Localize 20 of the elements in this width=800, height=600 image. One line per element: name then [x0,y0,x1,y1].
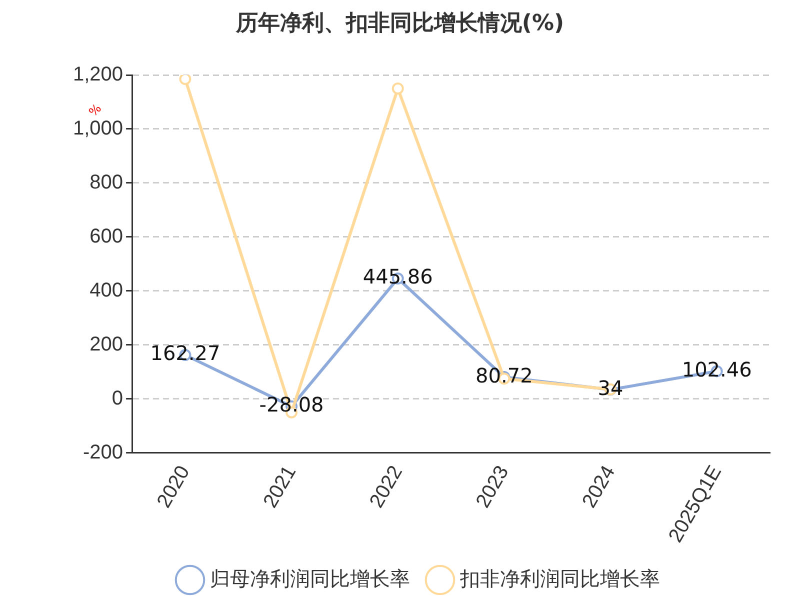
point [392,82,404,94]
legend-label: 扣非净利润同比增长率 [459,568,660,591]
y-tick-label: -200 [83,441,124,464]
data-label: 102.46 [682,357,752,382]
data-label: 80.72 [476,363,533,388]
data-label: 34 [598,376,624,400]
y-tick-label: 200 [90,333,124,356]
y-tick-label: 400 [90,279,124,302]
y-tick-label: 600 [90,225,124,248]
y-tick-label: 800 [90,171,124,194]
y-axis-title: % [86,101,104,120]
data-label: 162.27 [150,341,220,366]
data-label: -28.08 [259,392,324,417]
y-tick-label: 1,200 [72,64,124,86]
y-tick-label: 0 [112,387,124,410]
point [179,75,192,86]
data-label: 445.86 [362,264,433,289]
chart-title: 历年净利、扣非同比增长情况(%) [234,10,566,38]
legend-label: 归母净利润同比增长率 [210,568,410,591]
y-tick-label: 1,000 [72,117,124,140]
